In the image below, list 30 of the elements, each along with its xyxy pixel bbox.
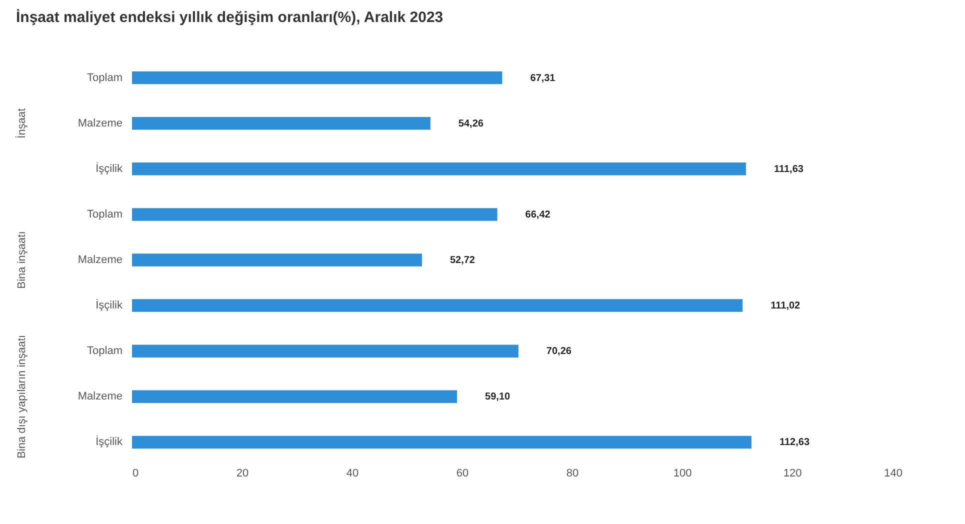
data-label: 52,72: [450, 255, 476, 266]
data-label: 112,63: [779, 437, 810, 448]
data-label: 67,31: [530, 72, 556, 84]
data-label: 111,63: [774, 164, 804, 175]
x-tick-label: 60: [456, 468, 469, 480]
y-tick-label: Toplam: [87, 345, 122, 358]
chart-title: İnşaat maliyet endeksi yıllık değişim oranları(%), Aralık 2023: [16, 9, 444, 26]
x-tick-label: 0: [132, 468, 139, 480]
data-label: 59,10: [485, 392, 511, 403]
y-tick-label: İşçilik: [96, 298, 123, 312]
y-tick-label: Toplam: [87, 208, 122, 220]
y-tick-label: Toplam: [87, 72, 122, 84]
x-tick-label: 40: [346, 468, 359, 480]
x-tick-label: 80: [566, 468, 579, 480]
x-tick-label: 120: [783, 468, 802, 480]
y-tick-label: Malzeme: [78, 390, 122, 403]
data-label: 111,02: [770, 300, 801, 312]
text: Bina dışı yapıların inşaatı: [16, 334, 28, 458]
y-tick-label: İşçilik: [96, 162, 123, 175]
y-tick-label: Malzeme: [78, 117, 122, 130]
text: Bina inşaatı: [16, 231, 28, 289]
text: İnşaat: [15, 108, 28, 138]
x-tick-label: 140: [884, 468, 902, 480]
data-label: 66,42: [525, 209, 551, 220]
data-label: 54,26: [458, 118, 484, 130]
data-label: 70,26: [546, 346, 572, 358]
y-tick-label: Malzeme: [78, 254, 122, 266]
x-tick-label: 100: [673, 468, 692, 480]
x-tick-label: 20: [236, 468, 249, 480]
y-tick-label: İşçilik: [96, 435, 123, 448]
